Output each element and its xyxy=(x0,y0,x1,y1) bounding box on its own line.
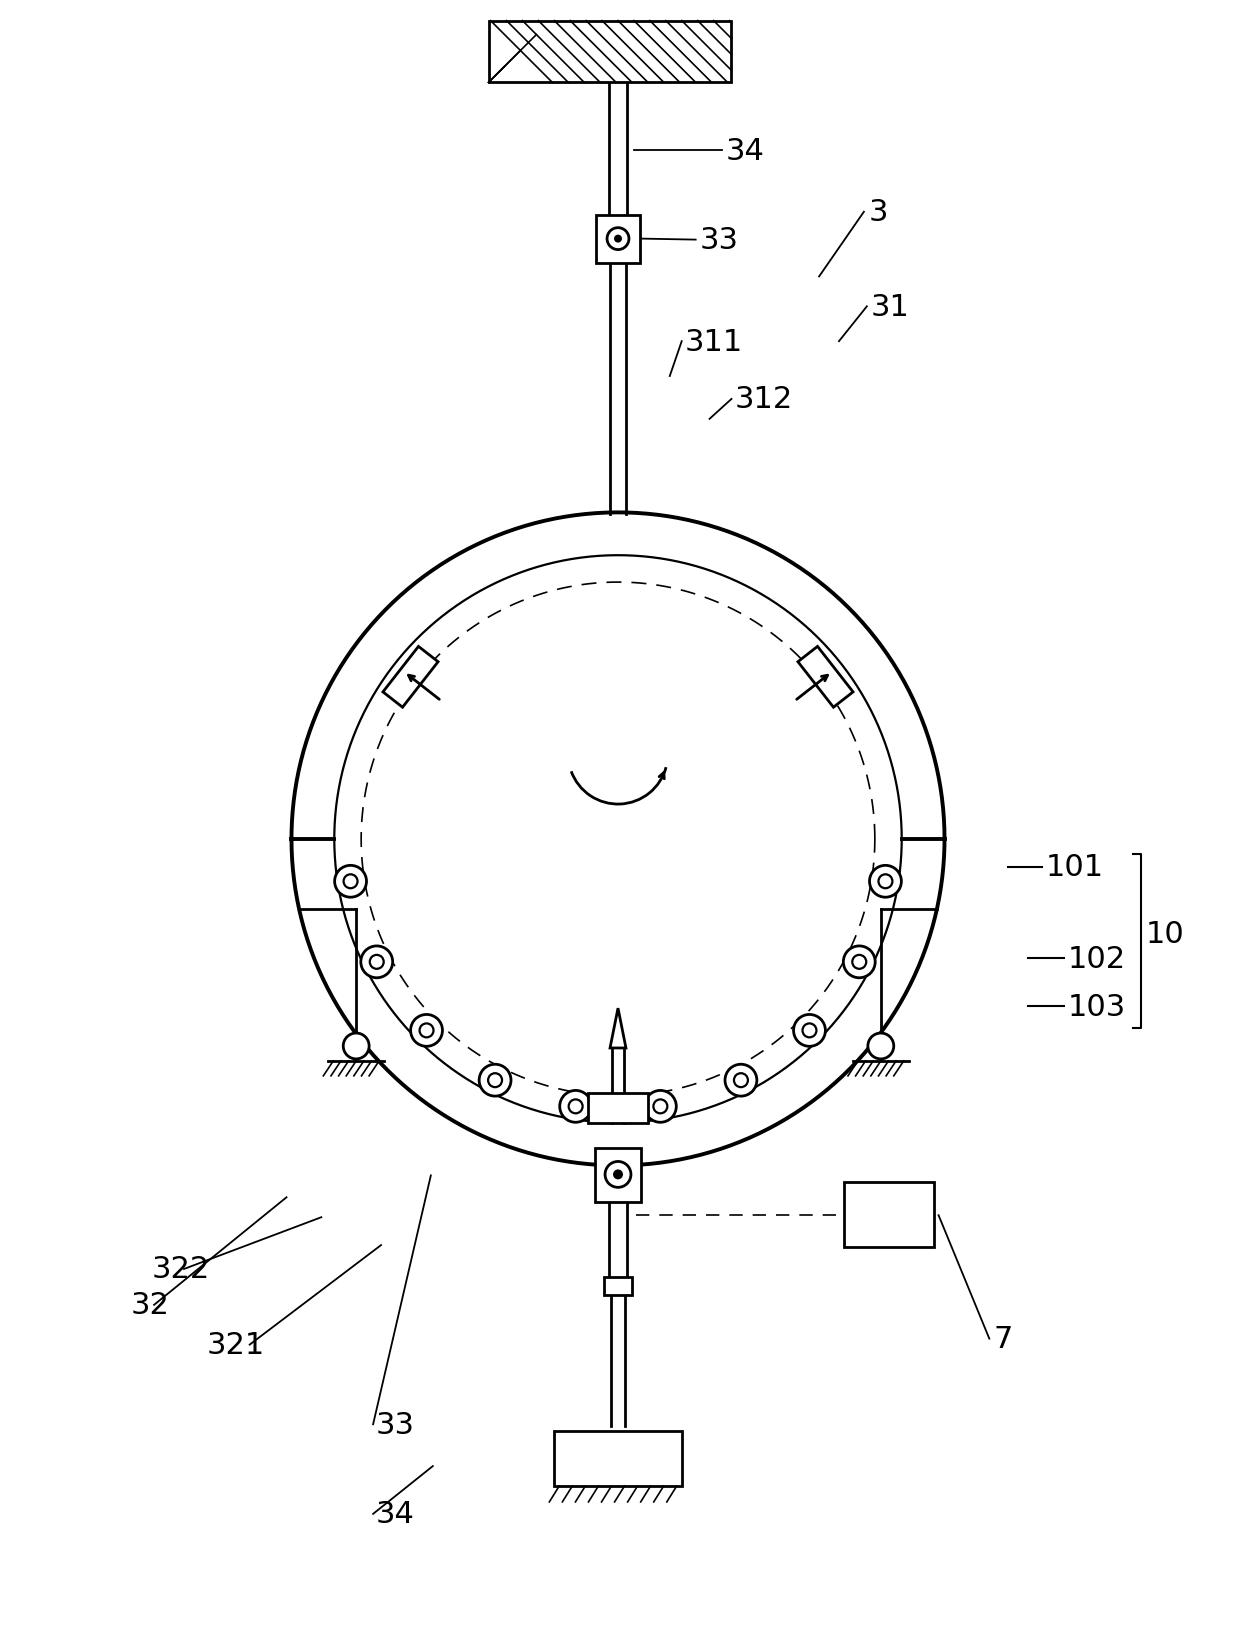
Text: 33: 33 xyxy=(376,1410,416,1439)
Polygon shape xyxy=(798,647,854,708)
Circle shape xyxy=(852,956,866,969)
Circle shape xyxy=(411,1015,443,1047)
Text: 102: 102 xyxy=(1068,944,1126,974)
Circle shape xyxy=(370,956,383,969)
Text: 322: 322 xyxy=(152,1255,210,1283)
Circle shape xyxy=(489,1074,502,1088)
Bar xyxy=(554,1431,682,1487)
Text: 311: 311 xyxy=(685,328,743,356)
Circle shape xyxy=(868,1034,894,1059)
Text: 321: 321 xyxy=(207,1331,265,1359)
Circle shape xyxy=(878,875,892,888)
Circle shape xyxy=(803,1024,816,1037)
Polygon shape xyxy=(610,1008,626,1049)
Circle shape xyxy=(644,1092,677,1123)
Bar xyxy=(604,1277,632,1295)
Circle shape xyxy=(344,875,357,888)
Text: 3: 3 xyxy=(868,198,888,228)
Circle shape xyxy=(614,236,622,244)
Text: 32: 32 xyxy=(130,1290,169,1319)
Circle shape xyxy=(569,1100,583,1113)
Circle shape xyxy=(335,865,366,898)
Text: 101: 101 xyxy=(1047,852,1105,882)
Circle shape xyxy=(734,1074,748,1088)
Circle shape xyxy=(794,1015,825,1047)
Bar xyxy=(588,1093,648,1123)
Bar xyxy=(596,216,640,264)
Circle shape xyxy=(653,1100,667,1113)
Polygon shape xyxy=(383,647,438,708)
Circle shape xyxy=(614,1170,623,1180)
Circle shape xyxy=(419,1024,433,1037)
Circle shape xyxy=(725,1065,757,1096)
Circle shape xyxy=(844,946,876,978)
Circle shape xyxy=(343,1034,369,1059)
Bar xyxy=(489,21,731,84)
Circle shape xyxy=(361,946,392,978)
Text: 31: 31 xyxy=(871,293,909,321)
Text: 312: 312 xyxy=(735,385,793,415)
Bar xyxy=(595,1147,641,1203)
Text: 34: 34 xyxy=(376,1500,414,1529)
Text: 10: 10 xyxy=(1145,919,1184,949)
Circle shape xyxy=(479,1065,511,1096)
Text: 7: 7 xyxy=(993,1324,1013,1354)
Circle shape xyxy=(559,1092,591,1123)
Text: 33: 33 xyxy=(700,226,738,256)
Circle shape xyxy=(870,865,902,898)
Text: 34: 34 xyxy=(726,136,764,166)
Text: 103: 103 xyxy=(1068,992,1126,1021)
Bar xyxy=(844,1183,934,1247)
